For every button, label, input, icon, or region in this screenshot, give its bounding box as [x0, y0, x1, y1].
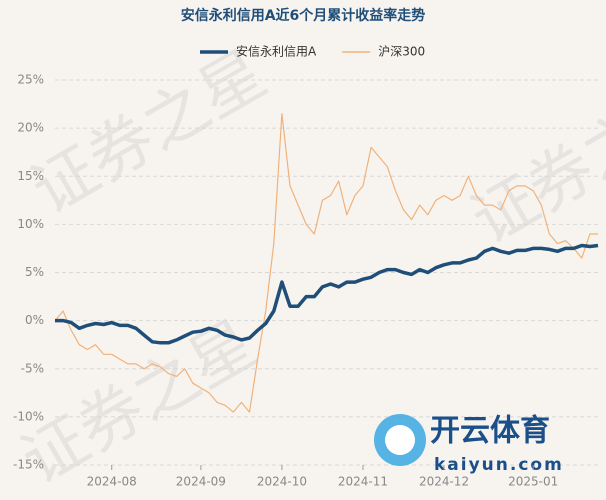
x-tick-label: 2024-08	[87, 475, 137, 489]
series-line	[55, 243, 599, 345]
series-line	[54, 113, 598, 413]
legend: 安信永利信用A 沪深300	[200, 44, 425, 59]
y-tick-label: -15%	[13, 458, 44, 472]
y-tick-label: -10%	[13, 409, 44, 423]
x-tick-label: 2025-01	[508, 475, 558, 489]
y-tick-label: -5%	[21, 361, 44, 375]
y-tick-label: 25%	[17, 73, 44, 87]
x-tick-label: 2024-11	[338, 475, 388, 489]
chart-title: 安信永利信用A近6个月累计收益率走势	[181, 7, 426, 24]
logo: 开云体育 kaiyun.com	[374, 414, 564, 475]
y-tick-label: 0%	[25, 313, 44, 327]
x-tick-label: 2024-12	[419, 475, 469, 489]
logo-url: kaiyun.com	[434, 455, 564, 475]
x-tick-label: 2024-09	[176, 475, 226, 489]
logo-ball	[385, 425, 415, 455]
y-tick-label: 15%	[17, 169, 44, 183]
y-tick-label: 10%	[17, 217, 44, 231]
legend-label: 沪深300	[378, 45, 425, 59]
x-tick-label: 2024-10	[257, 475, 307, 489]
y-tick-label: 5%	[25, 265, 44, 279]
legend-label: 安信永利信用A	[236, 44, 317, 59]
y-tick-label: 20%	[17, 121, 44, 135]
logo-text: 开云体育	[430, 414, 550, 449]
